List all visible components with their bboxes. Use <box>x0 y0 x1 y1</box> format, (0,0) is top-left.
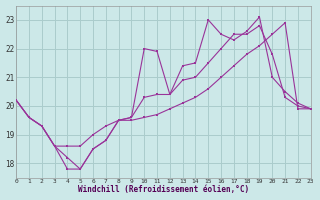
X-axis label: Windchill (Refroidissement éolien,°C): Windchill (Refroidissement éolien,°C) <box>78 185 249 194</box>
